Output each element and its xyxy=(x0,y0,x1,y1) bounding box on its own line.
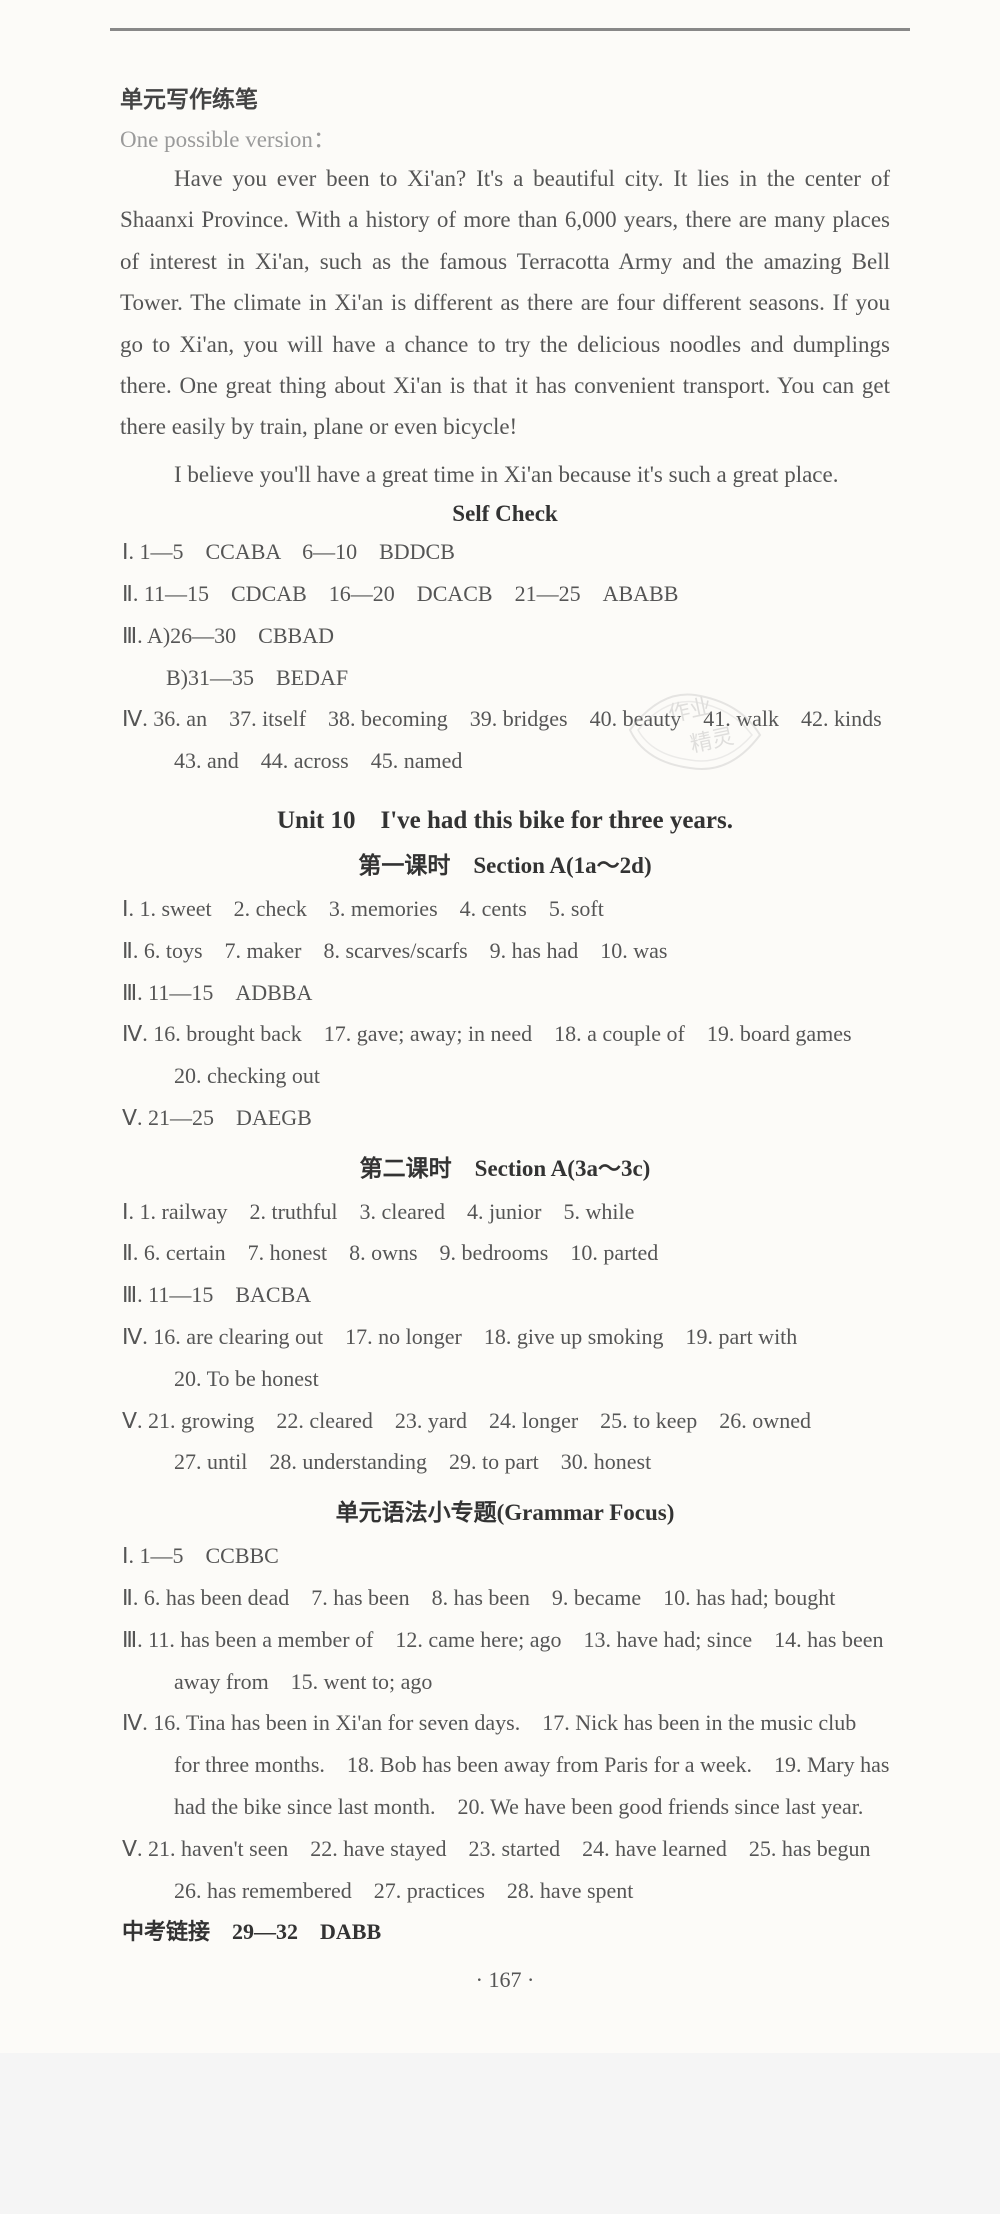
answer-row: Ⅱ. 6. certain 7. honest 8. owns 9. bedro… xyxy=(122,1232,890,1274)
top-rule xyxy=(110,28,910,31)
lesson-1-answers: Ⅰ. 1. sweet 2. check 3. memories 4. cent… xyxy=(120,888,890,1139)
answer-row: Ⅲ. 11—15 ADBBA xyxy=(122,972,890,1014)
essay-paragraph-2: I believe you'll have a great time in Xi… xyxy=(120,454,890,495)
answer-row: away from 15. went to; ago xyxy=(122,1661,890,1703)
writing-heading: 单元写作练笔 xyxy=(120,80,890,114)
answer-row: Ⅰ. 1. railway 2. truthful 3. cleared 4. … xyxy=(122,1191,890,1233)
answer-row: 20. checking out xyxy=(122,1055,890,1097)
answer-row: 27. until 28. understanding 29. to part … xyxy=(122,1441,890,1483)
answer-row: Ⅰ. 1—5 CCABA 6—10 BDDCB xyxy=(122,531,890,573)
page-number: · 167 · xyxy=(120,1967,890,1993)
answer-row: 20. To be honest xyxy=(122,1358,890,1400)
answer-row: 43. and 44. across 45. named xyxy=(122,740,890,782)
lesson-2-answers: Ⅰ. 1. railway 2. truthful 3. cleared 4. … xyxy=(120,1191,890,1484)
essay-text: Have you ever been to Xi'an? It's a beau… xyxy=(120,166,890,439)
answer-row: Ⅰ. 1. sweet 2. check 3. memories 4. cent… xyxy=(122,888,890,930)
answer-row: Ⅲ. 11—15 BACBA xyxy=(122,1274,890,1316)
answer-row: Ⅳ. 16. brought back 17. gave; away; in n… xyxy=(122,1013,890,1055)
lesson-1-title: 第一课时 Section A(1a～2d) xyxy=(120,846,890,880)
lesson-2-title: 第二课时 Section A(3a～3c) xyxy=(120,1149,890,1183)
version-label: One possible version： xyxy=(120,120,890,154)
answer-row: Ⅴ. 21. haven't seen 22. have stayed 23. … xyxy=(122,1828,890,1870)
answer-row: B)31—35 BEDAF xyxy=(122,657,890,699)
answer-row: Ⅱ. 6. has been dead 7. has been 8. has b… xyxy=(122,1577,890,1619)
textbook-page: 单元写作练笔 One possible version： Have you ev… xyxy=(0,0,1000,2053)
answer-row: 26. has remembered 27. practices 28. hav… xyxy=(122,1870,890,1912)
essay-text-2: I believe you'll have a great time in Xi… xyxy=(174,462,838,487)
essay-paragraph-1: Have you ever been to Xi'an? It's a beau… xyxy=(120,158,890,448)
answer-row: Ⅲ. 11. has been a member of 12. came her… xyxy=(122,1619,890,1661)
answer-row: Ⅴ. 21—25 DAEGB xyxy=(122,1097,890,1139)
self-check-answers: Ⅰ. 1—5 CCABA 6—10 BDDCB Ⅱ. 11—15 CDCAB 1… xyxy=(120,531,890,782)
zhongkao-link: 中考链接 29—32 DABB xyxy=(122,1911,890,1953)
answer-row: Ⅳ. 36. an 37. itself 38. becoming 39. br… xyxy=(122,698,890,740)
answer-row: Ⅰ. 1—5 CCBBC xyxy=(122,1535,890,1577)
answer-row: for three months. 18. Bob has been away … xyxy=(122,1744,890,1786)
answer-row: had the bike since last month. 20. We ha… xyxy=(122,1786,890,1828)
answer-row: Ⅱ. 6. toys 7. maker 8. scarves/scarfs 9.… xyxy=(122,930,890,972)
answer-row: Ⅳ. 16. Tina has been in Xi'an for seven … xyxy=(122,1702,890,1744)
grammar-answers: Ⅰ. 1—5 CCBBC Ⅱ. 6. has been dead 7. has … xyxy=(120,1535,890,1953)
answer-row: Ⅴ. 21. growing 22. cleared 23. yard 24. … xyxy=(122,1400,890,1442)
answer-row: Ⅲ. A)26—30 CBBAD xyxy=(122,615,890,657)
answer-row: Ⅳ. 16. are clearing out 17. no longer 18… xyxy=(122,1316,890,1358)
answer-row: Ⅱ. 11—15 CDCAB 16—20 DCACB 21—25 ABABB xyxy=(122,573,890,615)
unit-title: Unit 10 I've had this bike for three yea… xyxy=(120,800,890,836)
self-check-title: Self Check xyxy=(120,501,890,527)
grammar-title: 单元语法小专题(Grammar Focus) xyxy=(120,1493,890,1527)
